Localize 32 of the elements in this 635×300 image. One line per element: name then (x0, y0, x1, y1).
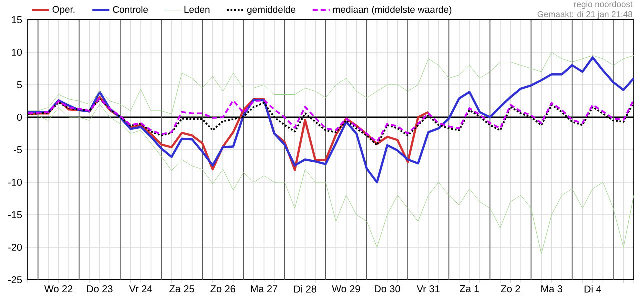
legend-label: Controle (113, 6, 148, 14)
y-tick-label: 15 (12, 16, 22, 24)
legend-label: Leden (184, 6, 210, 14)
line-series (28, 104, 634, 254)
x-tick-label: Do 30 (375, 286, 400, 293)
legend-label: Oper. (52, 6, 75, 15)
y-tick-label: -15 (8, 212, 22, 218)
text: Gemaakt: di 21 jan 21:48 (538, 11, 632, 20)
x-tick-label: Za 1 (460, 286, 480, 292)
x-tick-label: Ma 3 (542, 286, 562, 293)
y-tick-label: -20 (8, 244, 22, 252)
x-tick-label: Vr 31 (416, 286, 440, 293)
x-tick-label: Di 28 (294, 286, 317, 293)
x-tick-label: Vr 24 (129, 286, 152, 292)
x-tick-label: Do 23 (87, 286, 113, 293)
y-tick-label: 10 (12, 48, 22, 56)
x-tick-label: Zo 26 (210, 286, 236, 293)
x-tick-label: Za 25 (170, 286, 194, 293)
y-tick-label: -5 (14, 146, 22, 154)
x-tick-label: Ma 27 (251, 286, 278, 293)
x-tick-label: Wo 29 (332, 286, 360, 293)
y-tick-label: 0 (17, 114, 22, 122)
x-tick-label: Zo 2 (501, 286, 520, 293)
y-tick-label: -10 (8, 178, 22, 186)
y-tick-label: -25 (8, 276, 22, 284)
x-tick-label: Wo 22 (44, 286, 73, 293)
line-series (28, 96, 430, 172)
legend-label: gemiddelde (247, 6, 296, 15)
text: regio noordoost (574, 1, 633, 10)
legend-label: mediaan (middelste waarde) (333, 6, 452, 15)
y-tick-label: 5 (17, 82, 22, 88)
x-tick-label: Di 4 (584, 286, 602, 293)
